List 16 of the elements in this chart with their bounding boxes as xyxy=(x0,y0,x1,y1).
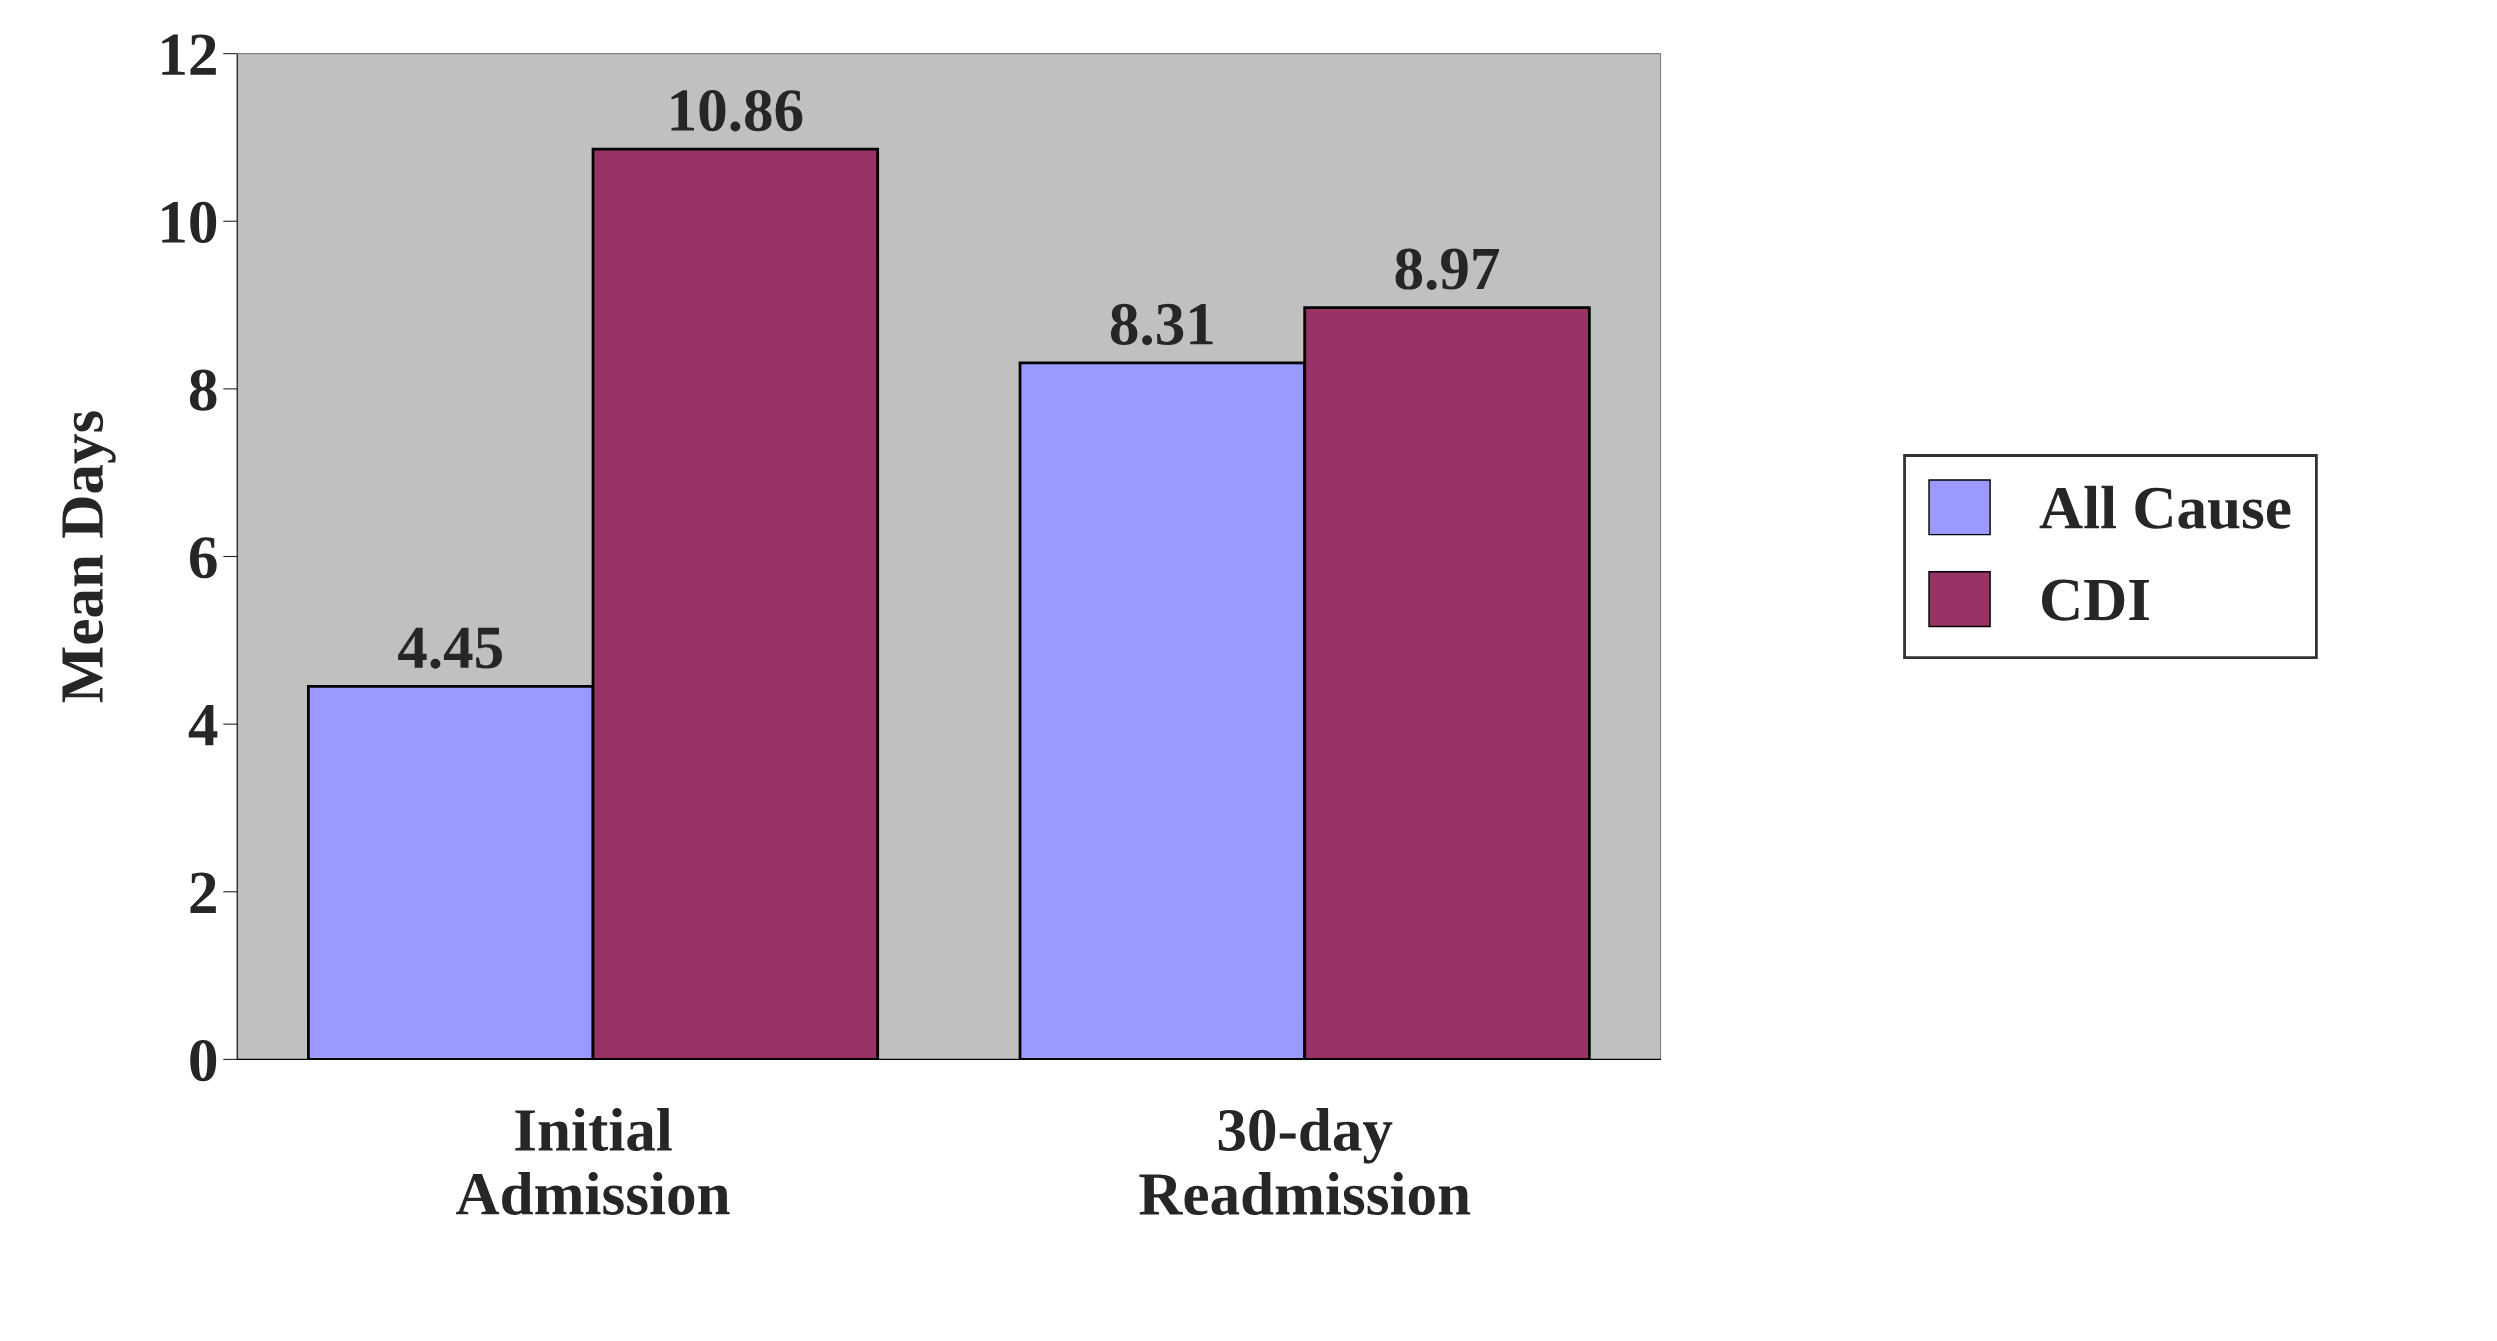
y-tick-label: 2 xyxy=(190,872,216,913)
y-tick-label: 8 xyxy=(189,369,217,411)
x-tick-label: 30-day Readmission xyxy=(1139,1108,1471,1216)
data-label: 10.86 xyxy=(671,89,803,132)
y-tick-label: 6 xyxy=(190,537,217,579)
y-axis-title: Mean Days xyxy=(62,411,116,703)
x-tick-label: Initial Admission xyxy=(456,1108,730,1215)
y-tick-label: 0 xyxy=(190,1039,217,1082)
y-tick-label: 10 xyxy=(162,201,217,244)
legend-label: All Cause xyxy=(2039,485,2291,529)
data-label: 4.45 xyxy=(398,627,502,669)
legend-label: CDI xyxy=(2041,579,2149,621)
y-tick-label: 4 xyxy=(188,705,218,746)
data-label: 8.31 xyxy=(1110,303,1213,346)
y-tick-label: 12 xyxy=(162,34,216,75)
data-label: 8.97 xyxy=(1395,248,1499,290)
